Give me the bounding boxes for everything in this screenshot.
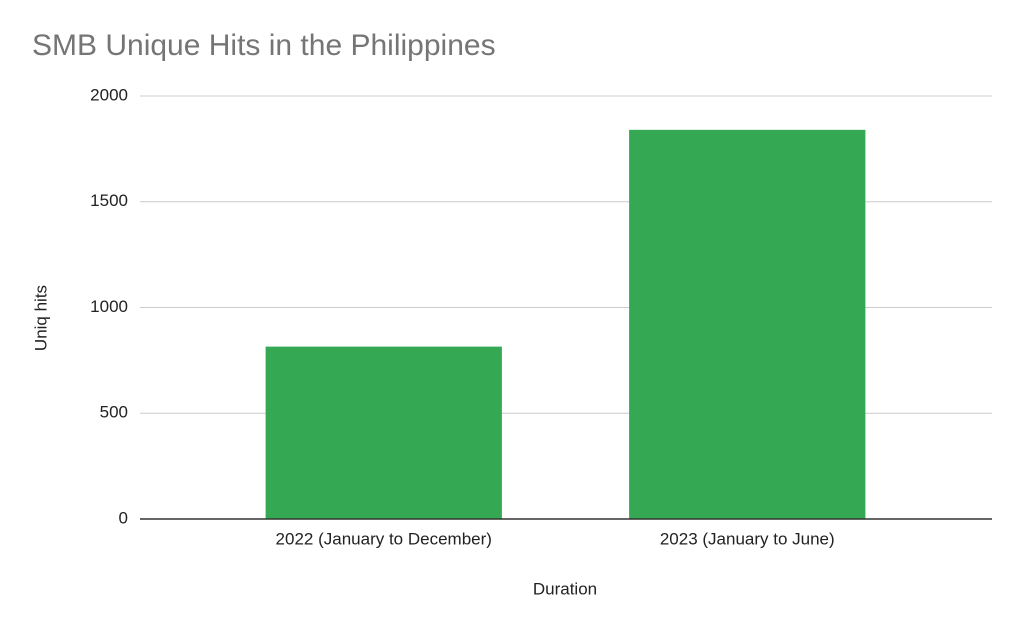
x-tick-label: 2022 (January to December) xyxy=(276,529,492,548)
y-tick-label: 1000 xyxy=(90,297,128,316)
y-axis-label: Uniq hits xyxy=(31,285,50,351)
bar xyxy=(265,346,502,519)
y-tick-label: 0 xyxy=(119,508,128,527)
x-tick-label: 2023 (January to June) xyxy=(660,529,835,548)
y-tick-label: 500 xyxy=(100,403,128,422)
x-axis-label: Duration xyxy=(533,579,597,598)
bar xyxy=(629,129,866,519)
y-tick-label: 1500 xyxy=(90,191,128,210)
y-tick-label: 2000 xyxy=(90,85,128,104)
chart-title: SMB Unique Hits in the Philippines xyxy=(32,29,496,62)
